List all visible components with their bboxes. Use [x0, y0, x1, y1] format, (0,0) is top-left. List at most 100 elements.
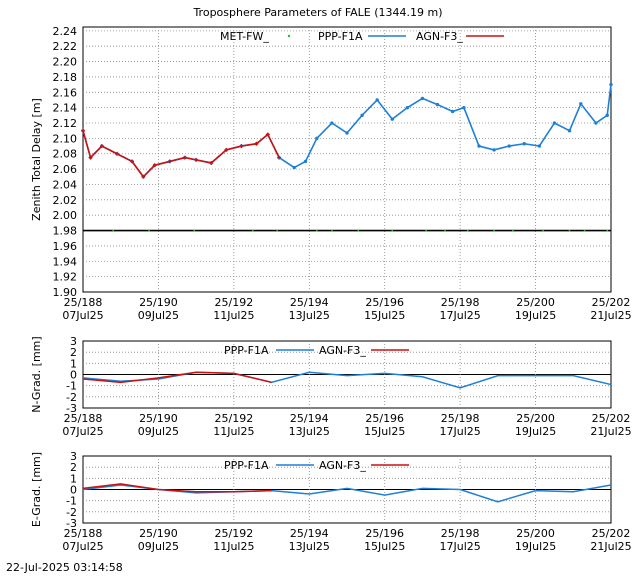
- egrad-xtick-date: 21Jul25: [590, 540, 631, 553]
- ztd-legend-swatch: [287, 34, 291, 38]
- egrad-ytick-label: -1: [66, 495, 77, 508]
- ztd-ytick-label: 2.02: [53, 194, 78, 207]
- egrad-series-line: [82, 484, 612, 503]
- ztd-agn-point: [167, 159, 172, 164]
- ztd-met-point: [568, 229, 571, 232]
- ngrad-xtick-date: 15Jul25: [364, 425, 405, 438]
- ztd-ytick-label: 2.00: [53, 209, 78, 222]
- egrad-xtick-date: 07Jul25: [62, 540, 103, 553]
- ztd-xtick-label: 25/188: [64, 296, 103, 309]
- egrad-ylabel: E-Grad. [mm]: [30, 452, 43, 527]
- ztd-agn-point: [88, 155, 93, 160]
- ztd-ppp-point: [303, 159, 308, 164]
- ngrad-xtick-label: 25/196: [365, 412, 404, 425]
- ztd-ytick-label: 1.94: [53, 255, 78, 268]
- ztd-ppp-point: [605, 113, 609, 118]
- ngrad-xtick-date: 17Jul25: [440, 425, 481, 438]
- egrad-legend-label: PPP-F1A: [224, 459, 269, 472]
- egrad-series-0: [82, 484, 612, 503]
- ztd-xtick-label: 25/200: [516, 296, 555, 309]
- ztd-legend-label: PPP-F1A: [318, 30, 363, 43]
- egrad-series-1: [82, 483, 272, 493]
- ztd-ytick-label: 2.08: [53, 148, 78, 161]
- ztd-ppp-point: [360, 113, 364, 118]
- ztd-met-point: [444, 229, 446, 232]
- ztd-ppp-point: [390, 117, 394, 121]
- ztd-ppp-point: [345, 131, 349, 135]
- egrad-xtick-date: 19Jul25: [515, 540, 556, 553]
- ztd-ppp-point: [405, 105, 410, 110]
- ngrad-xtick-date: 09Jul25: [138, 425, 179, 438]
- ngrad-ytick-label: 1: [70, 357, 77, 370]
- ztd-met-point: [276, 229, 279, 232]
- ngrad-xtick-label: 25/194: [290, 412, 329, 425]
- ztd-met-point: [466, 229, 469, 232]
- ngrad-legend-label: AGN-F3_: [319, 344, 366, 357]
- egrad-xtick-label: 25/188: [64, 527, 103, 540]
- ztd-xtick-date: 19Jul25: [515, 309, 556, 322]
- ztd-xtick-label: 25/202: [592, 296, 631, 309]
- ztd-series-line: [82, 130, 280, 179]
- ztd-agn-point: [277, 155, 282, 160]
- egrad-series-line: [82, 483, 272, 493]
- ztd-ytick-label: 2.10: [53, 132, 78, 145]
- egrad-legend: PPP-F1A AGN-F3_: [224, 459, 409, 472]
- ngrad-xtick-label: 25/190: [139, 412, 178, 425]
- ztd-xtick-label: 25/192: [215, 296, 254, 309]
- egrad-xtick-label: 25/202: [592, 527, 631, 540]
- egrad-xtick-date: 09Jul25: [138, 540, 179, 553]
- ngrad-xtick-label: 25/198: [441, 412, 480, 425]
- ztd-series-2: [81, 128, 282, 179]
- egrad-xtick-date: 13Jul25: [289, 540, 330, 553]
- ztd-xtick-date: 09Jul25: [138, 309, 179, 322]
- egrad-legend-label: AGN-F3_: [319, 459, 366, 472]
- ngrad-ylabel: N-Grad. [mm]: [30, 336, 43, 412]
- ztd-agn-point: [152, 163, 157, 168]
- ngrad-xtick-label: 25/202: [592, 412, 631, 425]
- ztd-ppp-point: [537, 144, 542, 148]
- ztd-legend-label: AGN-F3_: [416, 30, 463, 43]
- ztd-ytick-label: 1.96: [53, 240, 78, 253]
- ztd-met-point: [251, 229, 254, 232]
- ztd-ytick-label: 2.24: [53, 25, 78, 38]
- ngrad-ytick-label: 3: [70, 335, 77, 348]
- ztd-ppp-point: [292, 165, 296, 170]
- ngrad-legend: PPP-F1A AGN-F3_: [224, 344, 409, 357]
- ztd-ppp-point: [579, 102, 583, 106]
- ztd-ytick-label: 1.90: [53, 286, 78, 299]
- ztd-ytick-label: 1.98: [53, 225, 78, 238]
- ztd-ppp-point: [609, 82, 613, 87]
- ngrad-series-1: [82, 371, 272, 384]
- ztd-ppp-point: [507, 144, 511, 148]
- ztd-agn-point: [239, 144, 244, 149]
- ztd-xtick-label: 25/196: [365, 296, 404, 309]
- ztd-xtick-date: 15Jul25: [364, 309, 405, 322]
- ztd-met-point: [148, 229, 150, 232]
- ztd-ppp-point: [435, 102, 440, 107]
- egrad-xtick-label: 25/200: [516, 527, 555, 540]
- ztd-panel: 1.90 1.92 1.94 1.96 1.98 2.00 2.02 2.04 2.06 2.08…: [30, 25, 632, 322]
- ztd-ppp-point: [330, 121, 334, 125]
- ztd-ylabel: Zenith Total Delay [m]: [30, 98, 43, 221]
- ztd-agn-point: [182, 155, 187, 160]
- ztd-agn-point: [254, 141, 259, 146]
- ngrad-ytick-label: -3: [66, 402, 77, 415]
- ztd-agn-point: [224, 147, 229, 152]
- ztd-legend-label: MET-FW_: [220, 30, 269, 43]
- ztd-ytick-label: 2.14: [53, 102, 78, 115]
- ztd-met-point: [493, 229, 495, 232]
- ngrad-ytick-label: -2: [66, 391, 77, 404]
- ztd-ppp-point: [375, 98, 379, 102]
- ztd-agn-point: [141, 174, 146, 179]
- ztd-ppp-point: [315, 136, 319, 141]
- ztd-agn-point: [114, 151, 119, 156]
- timestamp-footer: 22-Jul-2025 03:14:58: [6, 561, 123, 574]
- ztd-xtick-date: 13Jul25: [289, 309, 330, 322]
- egrad-ytick-label: 3: [70, 450, 77, 463]
- ztd-xtick-label: 25/190: [139, 296, 178, 309]
- egrad-xtick-date: 15Jul25: [364, 540, 405, 553]
- ztd-ppp-point: [477, 144, 481, 148]
- ztd-ytick-label: 2.18: [53, 71, 78, 84]
- ztd-ppp-point: [522, 142, 526, 146]
